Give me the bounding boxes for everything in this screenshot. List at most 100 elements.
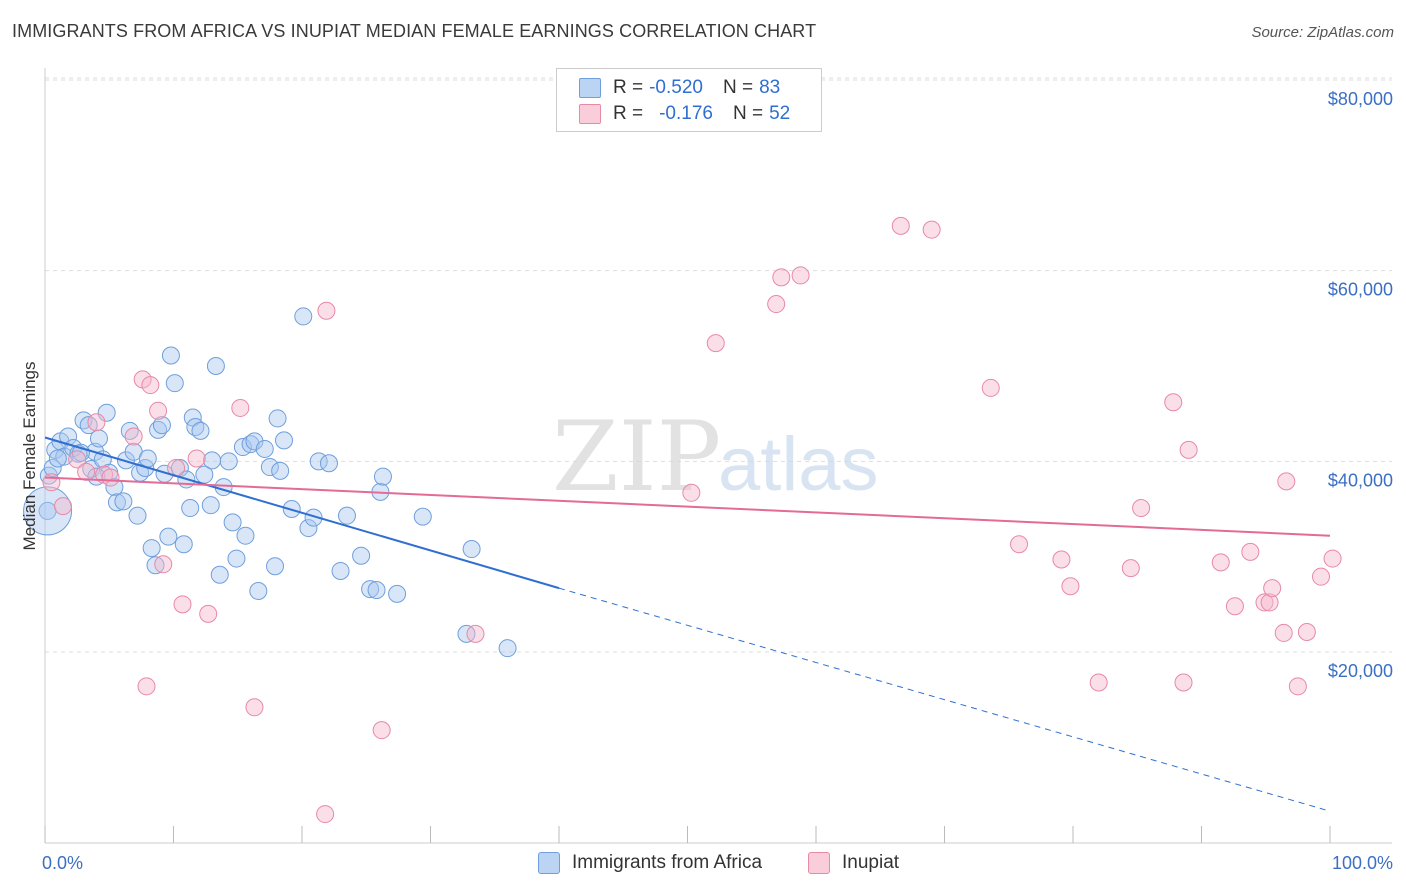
point-africa — [219, 452, 238, 471]
y-tick-label: $60,000 — [1328, 280, 1393, 300]
point-africa — [114, 492, 133, 511]
point-inupiat — [706, 334, 725, 353]
point-inupiat — [1288, 677, 1307, 696]
point-africa — [89, 429, 108, 448]
y-tick-label: $20,000 — [1328, 661, 1393, 681]
point-inupiat — [77, 462, 96, 481]
data-points — [23, 216, 1342, 824]
point-africa — [105, 478, 124, 497]
point-inupiat — [1263, 579, 1282, 598]
y-tick-label: $40,000 — [1328, 470, 1393, 490]
point-africa — [223, 513, 242, 532]
point-inupiat — [1089, 673, 1108, 692]
point-africa — [138, 449, 157, 468]
point-africa-large — [23, 486, 73, 536]
point-africa — [268, 409, 287, 428]
series-label-inupiat: Inupiat — [842, 852, 900, 873]
point-inupiat — [173, 595, 192, 614]
point-africa — [210, 565, 229, 584]
point-africa — [152, 416, 171, 435]
series-legend-inupiat[interactable]: Inupiat — [808, 852, 899, 874]
series-label-africa: Immigrants from Africa — [572, 852, 763, 873]
point-inupiat — [922, 220, 941, 239]
point-inupiat — [1010, 535, 1029, 554]
legend-n-value-africa: 83 — [759, 77, 781, 98]
point-inupiat — [137, 677, 156, 696]
point-africa — [275, 431, 294, 450]
point-africa — [201, 496, 220, 515]
legend-swatch-inupiat — [579, 104, 601, 124]
point-inupiat — [317, 301, 336, 320]
trend-line-africa — [44, 436, 560, 590]
point-africa — [227, 549, 246, 568]
legend-row-inupiat: R = -0.176 N = 52 — [579, 103, 790, 125]
point-inupiat — [245, 698, 264, 717]
point-africa — [161, 346, 180, 365]
point-africa — [146, 556, 165, 575]
legend-row-africa: R = -0.520 N = 83 — [579, 77, 780, 99]
point-inupiat — [891, 216, 910, 235]
legend-n-label: N = — [722, 77, 754, 98]
point-africa — [299, 519, 318, 538]
point-africa — [373, 467, 392, 486]
point-africa — [266, 557, 285, 576]
point-inupiat — [87, 413, 106, 432]
point-inupiat — [53, 497, 72, 516]
point-africa — [48, 449, 67, 468]
point-africa — [255, 439, 274, 458]
watermark: ZIP atlas — [552, 401, 879, 513]
y-tick-label: $80,000 — [1328, 89, 1393, 109]
legend-n-label: N = — [732, 103, 764, 124]
series-swatch-inupiat — [808, 852, 830, 874]
chart-title: IMMIGRANTS FROM AFRICA VS INUPIAT MEDIAN… — [12, 21, 817, 41]
point-inupiat — [42, 473, 61, 492]
point-inupiat — [1121, 559, 1140, 578]
grid-lines — [45, 77, 1392, 653]
point-africa — [165, 374, 184, 393]
point-inupiat — [149, 401, 168, 420]
point-africa — [331, 561, 350, 580]
legend-r-value-inupiat: -0.176 — [659, 103, 713, 124]
point-inupiat — [1174, 673, 1193, 692]
legend-r-value-africa: -0.520 — [649, 77, 703, 98]
point-africa — [206, 357, 225, 375]
point-inupiat — [1052, 550, 1071, 569]
axis-labels: $20,000 $40,000 $60,000 $80,000 0.0% 100.0% Me… — [20, 89, 1393, 873]
point-inupiat — [1164, 393, 1183, 412]
point-africa — [236, 526, 255, 545]
point-africa — [181, 499, 200, 518]
point-inupiat — [1061, 577, 1080, 596]
point-africa — [249, 581, 268, 600]
point-africa — [159, 527, 178, 546]
point-inupiat — [1255, 593, 1274, 612]
point-inupiat — [68, 450, 87, 469]
legend-r-label: R = — [613, 77, 644, 98]
point-inupiat — [466, 624, 485, 643]
point-inupiat — [154, 555, 173, 574]
series-legend-africa[interactable]: Immigrants from Africa — [538, 852, 762, 874]
point-africa — [128, 506, 147, 525]
point-africa — [304, 508, 323, 527]
watermark-zip: ZIP — [552, 401, 721, 513]
point-inupiat — [372, 721, 391, 740]
point-inupiat — [1260, 593, 1279, 612]
point-inupiat — [1132, 499, 1151, 518]
trend-line-africa-extrapolated — [558, 587, 1331, 812]
point-africa — [107, 493, 126, 512]
legend-swatch-africa — [579, 78, 601, 98]
point-inupiat — [682, 483, 701, 502]
point-africa — [43, 459, 62, 478]
point-inupiat — [767, 295, 786, 314]
series-legend: Immigrants from Africa Inupiat — [0, 852, 1406, 878]
point-africa — [367, 581, 386, 600]
point-inupiat — [1277, 472, 1296, 491]
legend-r-label: R = — [613, 103, 644, 124]
point-inupiat — [231, 398, 250, 417]
point-africa — [271, 461, 290, 480]
point-inupiat — [791, 266, 810, 285]
point-africa — [142, 539, 161, 558]
point-inupiat — [1211, 553, 1230, 572]
point-inupiat — [772, 268, 791, 287]
trend-line-inupiat — [44, 476, 1331, 537]
